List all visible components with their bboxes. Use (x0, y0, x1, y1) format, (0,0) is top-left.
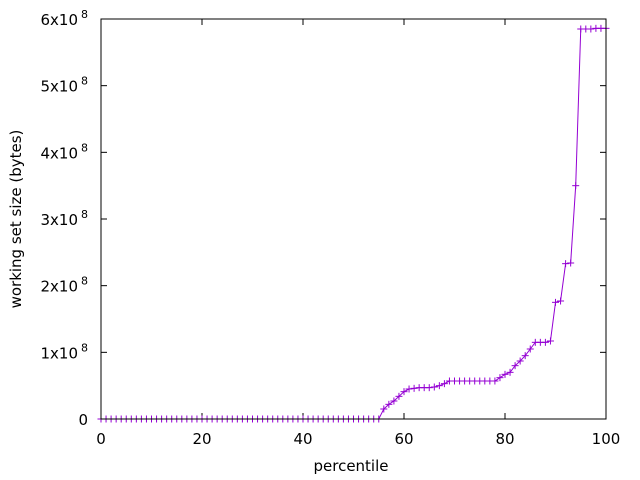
ticks: 0 20 40 60 80 100 0 1x10 8 2x10 8 3x10 8 4x10 8 5x10 8 6x… (40, 8, 620, 448)
x-tick-label: 40 (293, 430, 312, 448)
data-point (526, 345, 534, 353)
data-point (491, 377, 499, 385)
data-point (400, 388, 408, 396)
data-point (546, 337, 554, 345)
y-tick-label: 3x10 8 (40, 208, 88, 229)
y-axis-label: working set size (bytes) (7, 130, 25, 309)
series-line (101, 27, 606, 420)
data-point (425, 384, 433, 392)
x-axis-label: percentile (313, 457, 388, 475)
data-point (440, 380, 448, 388)
plot-frame (100, 18, 607, 420)
data-point (557, 297, 565, 305)
x-tick-label: 20 (192, 430, 211, 448)
x-tick-label: 100 (592, 430, 621, 448)
data-point (395, 392, 403, 400)
y-tick-label: 6x10 8 (40, 8, 88, 29)
data-point (380, 405, 388, 413)
x-tick-label: 60 (394, 430, 413, 448)
data-point (541, 338, 549, 346)
y-tick-label: 1x10 8 (40, 341, 88, 362)
data-point (405, 385, 413, 393)
data-point (516, 357, 524, 365)
y-tick-label: 2x10 8 (40, 275, 88, 296)
x-tick-label: 80 (495, 430, 514, 448)
y-tick-label: 0 (78, 411, 88, 429)
y-tick-label: 4x10 8 (40, 141, 88, 162)
y-tick-label: 5x10 8 (40, 75, 88, 96)
data-point (410, 384, 418, 392)
data-point (430, 383, 438, 391)
data-point (496, 374, 504, 382)
data-point (521, 352, 529, 360)
data-point (435, 382, 443, 390)
data-point (511, 362, 519, 370)
data-point (572, 182, 580, 190)
data-point (567, 259, 575, 267)
data-point (506, 368, 514, 376)
data-point (385, 400, 393, 408)
series-group (97, 24, 610, 423)
data-point (552, 298, 559, 306)
data-point (501, 370, 509, 378)
x-tick-label: 0 (96, 430, 106, 448)
data-point (390, 397, 398, 405)
data-point (587, 25, 595, 33)
data-point (562, 260, 570, 268)
